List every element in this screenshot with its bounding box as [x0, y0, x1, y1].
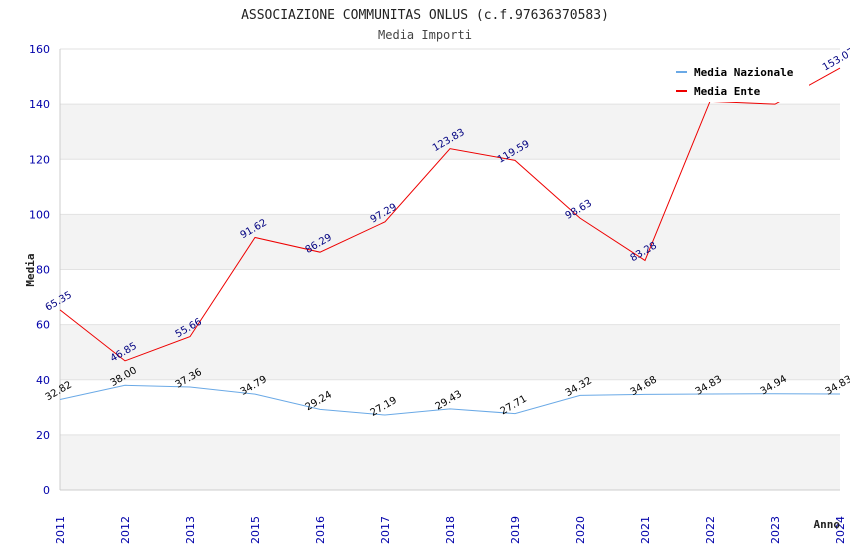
x-tick-label: 2015 — [249, 516, 262, 544]
x-tick-label: 2012 — [119, 516, 132, 544]
x-tick-label: 2024 — [834, 516, 847, 544]
plot-bands — [60, 104, 840, 490]
series-line-0 — [59, 384, 841, 416]
plot-band — [60, 104, 840, 160]
plot-band — [60, 214, 840, 270]
y-tick-label: 100 — [29, 208, 50, 221]
y-tick-label: 120 — [29, 153, 50, 166]
legend-entry: Media Nazionale — [694, 66, 794, 79]
y-tick-label: 60 — [36, 319, 50, 332]
x-tick-label: 2018 — [444, 516, 457, 544]
x-tick-label: 2013 — [184, 516, 197, 544]
x-axis-ticks: 2011 2012 2013 2015 2016 2017 2018 2019 2020 2021… — [54, 516, 847, 544]
y-tick-label: 160 — [29, 43, 50, 56]
chart-title: ASSOCIAZIONE COMMUNITAS ONLUS (c.f.97636… — [241, 8, 609, 23]
y-tick-label: 0 — [43, 484, 50, 497]
x-tick-label: 2017 — [379, 516, 392, 544]
x-axis-label: Anno — [814, 518, 841, 531]
y-tick-label: 40 — [36, 374, 50, 387]
y-axis-ticks: 0 20 40 60 80 100 120 140 160 — [29, 43, 50, 497]
x-tick-label: 2022 — [704, 516, 717, 544]
y-axis-label: Media — [24, 253, 37, 286]
x-tick-label: 2020 — [574, 516, 587, 544]
plot-band — [60, 324, 840, 380]
y-tick-label: 80 — [36, 264, 50, 277]
x-tick-label: 2016 — [314, 516, 327, 544]
chart-subtitle: Media Importi — [378, 28, 472, 42]
x-tick-label: 2011 — [54, 516, 67, 544]
y-tick-label: 20 — [36, 429, 50, 442]
data-label: 65.35 — [44, 290, 74, 314]
x-tick-label: 2019 — [509, 516, 522, 544]
axes — [59, 49, 840, 491]
legend: Media Nazionale Media Ente — [669, 60, 809, 102]
data-label: 153.07 — [821, 46, 850, 73]
x-tick-label: 2021 — [639, 516, 652, 544]
plot-band — [60, 434, 840, 490]
legend-box — [669, 60, 809, 102]
x-tick-label: 2023 — [769, 516, 782, 544]
y-tick-label: 140 — [29, 98, 50, 111]
legend-entry: Media Ente — [694, 85, 761, 98]
